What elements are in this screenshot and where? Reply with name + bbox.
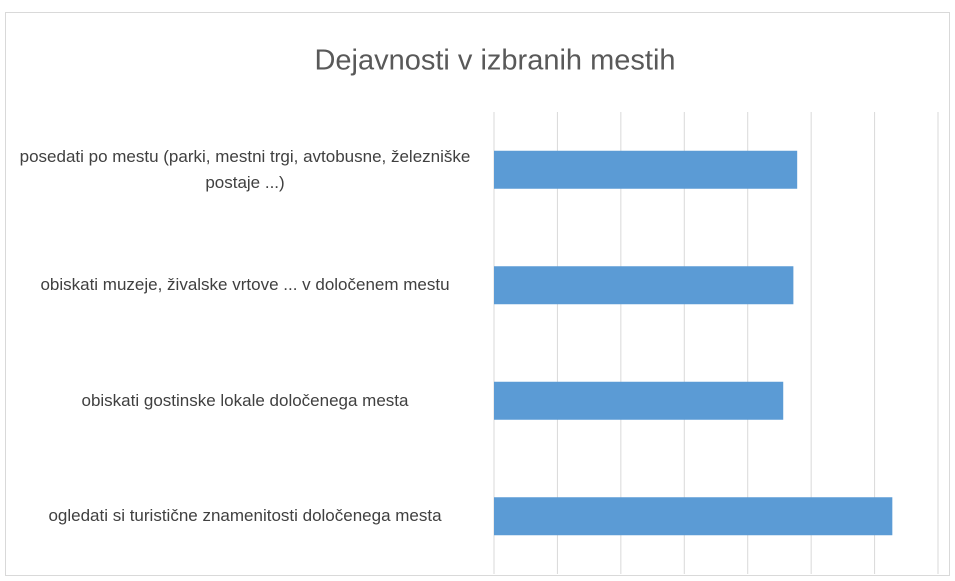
y-tick-label: ogledati si turistične znamenitosti dolo…: [48, 506, 442, 526]
y-tick-label: obiskati muzeje, živalske vrtove ... v d…: [40, 275, 450, 295]
bar: [494, 497, 893, 536]
bar: [494, 266, 794, 305]
chart-title: Dejavnosti v izbranih mestih: [314, 45, 675, 77]
bar: [494, 381, 784, 420]
y-tick-label: obiskati gostinske lokale določenega mes…: [81, 390, 409, 410]
bar: [494, 150, 798, 189]
y-tick-label: posedati po mestu (parki, mestni trgi, a…: [19, 146, 471, 192]
